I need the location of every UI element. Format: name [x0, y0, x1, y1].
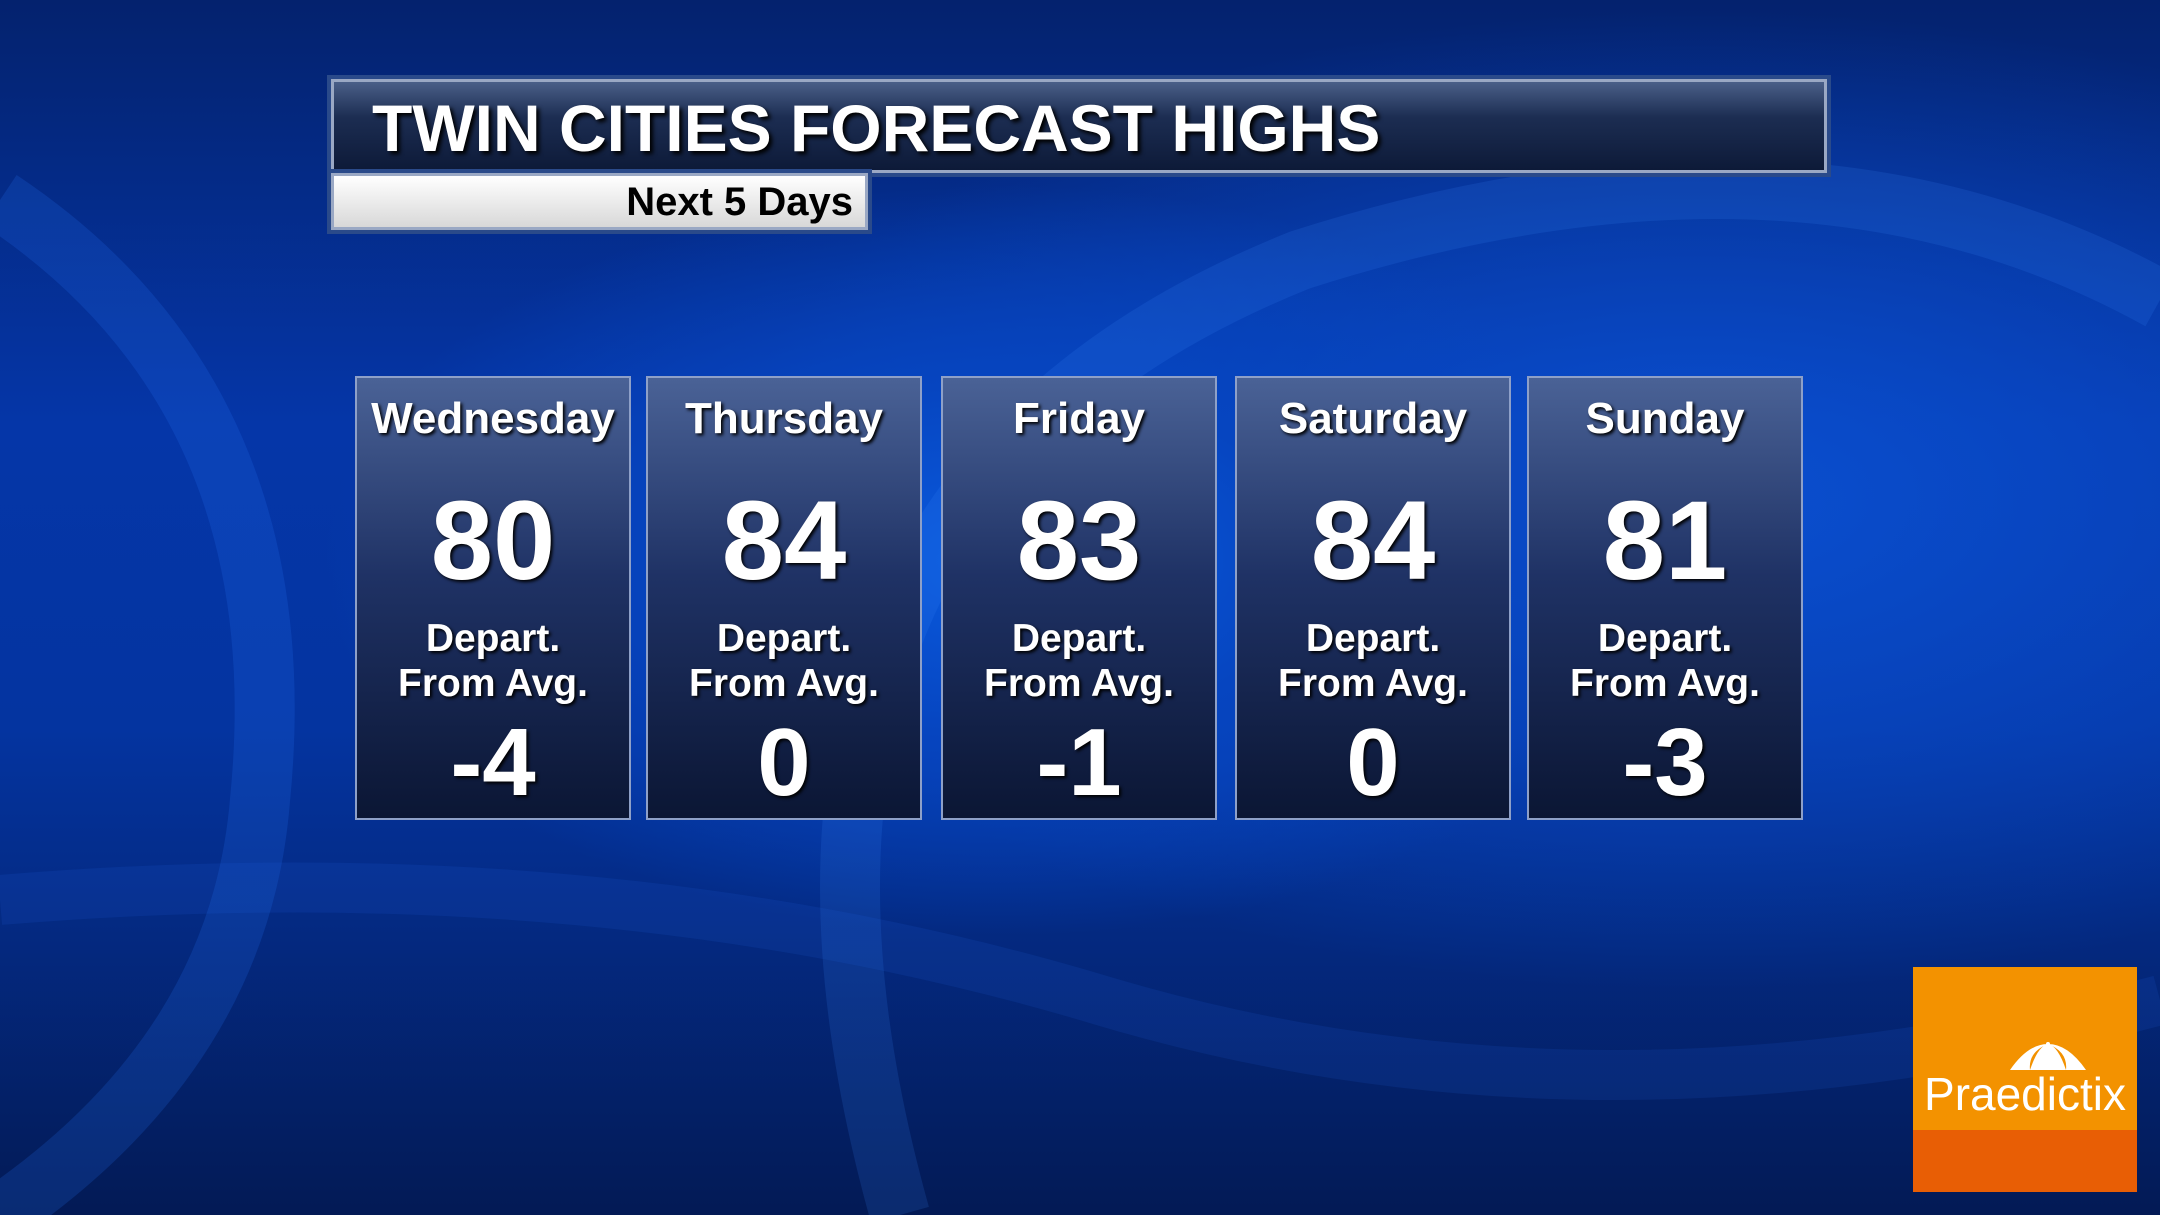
day-name: Saturday: [1278, 394, 1468, 443]
praedictix-logo: Praedictix: [1913, 967, 2137, 1192]
umbrella-icon: [2010, 1042, 2086, 1070]
logo-text: Praedictix: [1924, 1068, 2126, 1120]
background-swoosh: [820, 158, 2160, 1215]
departure-label-line-1: Depart.: [1597, 617, 1733, 660]
departure-label-line-2: From Avg.: [1570, 662, 1760, 705]
departure-value: -4: [450, 709, 536, 816]
departure-label-line-1: Depart.: [425, 617, 561, 660]
high-temp: 84: [721, 478, 847, 603]
day-name: Thursday: [684, 394, 884, 443]
departure-label: Depart. From Avg.: [1237, 616, 1509, 706]
departure-label-line-1: Depart.: [716, 617, 852, 660]
day-name: Wednesday: [371, 394, 615, 443]
forecast-card: Wednesday 80 Depart. From Avg. -4: [355, 376, 631, 820]
day-name: Sunday: [1585, 394, 1745, 443]
background-swoosh: [0, 175, 295, 1215]
departure-label-line-1: Depart.: [1011, 617, 1147, 660]
departure-label-line-2: From Avg.: [1278, 662, 1468, 705]
departure-label-line-2: From Avg.: [398, 662, 588, 705]
day-name: Friday: [1012, 394, 1146, 443]
departure-label-line-1: Depart.: [1305, 617, 1441, 660]
forecast-card: Friday 83 Depart. From Avg. -1: [941, 376, 1217, 820]
departure-label: Depart. From Avg.: [648, 616, 920, 706]
departure-label: Depart. From Avg.: [943, 616, 1215, 706]
high-temp: 81: [1602, 478, 1728, 603]
departure-value: -1: [1036, 709, 1122, 816]
subtitle: Next 5 Days: [626, 180, 853, 224]
departure-value: 0: [757, 709, 811, 816]
departure-label-line-2: From Avg.: [984, 662, 1174, 705]
title-bar: TWIN CITIES FORECAST HIGHS: [331, 79, 1827, 173]
high-temp: 80: [430, 478, 556, 603]
high-temp: 83: [1016, 478, 1142, 603]
background-swoosh: [0, 862, 2160, 1100]
departure-value: 0: [1346, 709, 1400, 816]
logo-band: [1913, 1130, 2137, 1192]
forecast-card: Thursday 84 Depart. From Avg. 0: [646, 376, 922, 820]
page-title: TWIN CITIES FORECAST HIGHS: [372, 91, 1381, 165]
departure-label-line-2: From Avg.: [689, 662, 879, 705]
departure-label: Depart. From Avg.: [357, 616, 629, 706]
forecast-card: Saturday 84 Depart. From Avg. 0: [1235, 376, 1511, 820]
departure-value: -3: [1622, 709, 1708, 816]
subtitle-box: Next 5 Days: [331, 173, 868, 230]
high-temp: 84: [1310, 478, 1436, 603]
forecast-card: Sunday 81 Depart. From Avg. -3: [1527, 376, 1803, 820]
departure-label: Depart. From Avg.: [1529, 616, 1801, 706]
